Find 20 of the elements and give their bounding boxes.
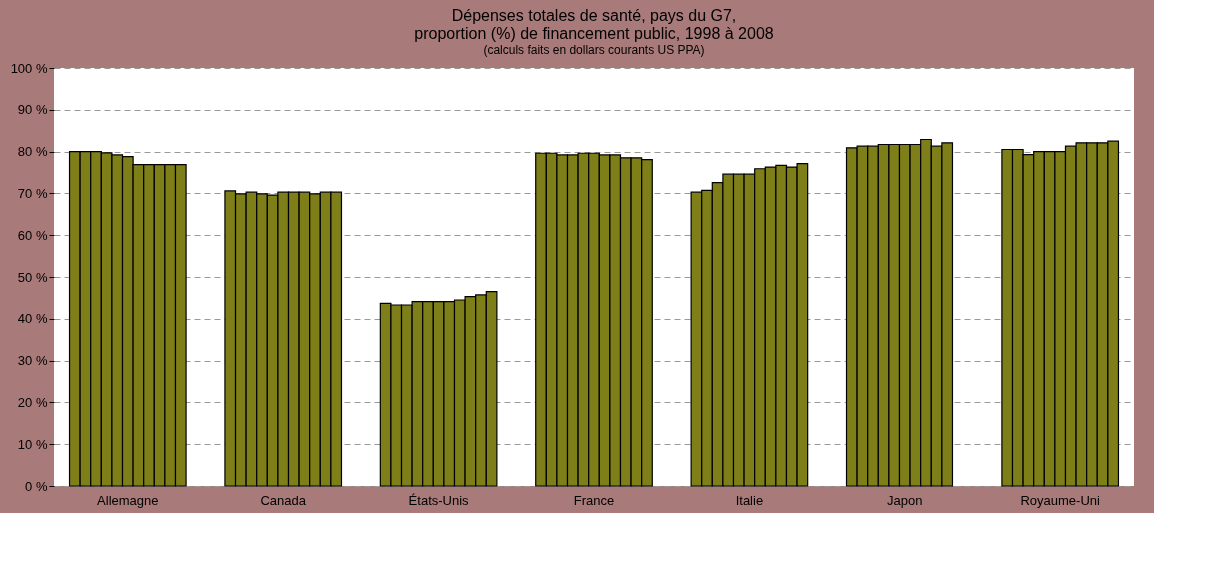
y-tick-label: 90 % (17, 102, 48, 118)
x-tick-label: France (573, 492, 615, 508)
x-tick-label: Japon (887, 492, 923, 508)
y-tick-label: 60 % (17, 227, 48, 243)
x-tick-label: Italie (735, 492, 764, 508)
y-tick-label: 100 % (10, 60, 48, 76)
y-tick-label: 80 % (17, 144, 48, 160)
y-tick-label: 70 % (17, 185, 48, 201)
chart-subtitle: (calculs faits en dollars courants US PPA) (483, 43, 705, 57)
y-tick-label: 20 % (17, 394, 48, 410)
x-tick-label: Canada (260, 492, 307, 508)
y-tick-label: 30 % (17, 353, 48, 369)
x-tick-label: Royaume-Uni (1020, 492, 1101, 508)
y-tick-label: 10 % (17, 436, 48, 452)
x-tick-label: Allemagne (97, 492, 159, 508)
y-tick-label: 50 % (17, 269, 48, 285)
y-tick-label: 40 % (17, 311, 48, 327)
chart-title: Dépenses totales de santé, pays du G7, proportion (%) de financement public, 1998 à 2008 (414, 7, 774, 42)
y-tick-label: 0 % (25, 478, 48, 494)
x-tick-label: États-Unis (408, 492, 470, 508)
